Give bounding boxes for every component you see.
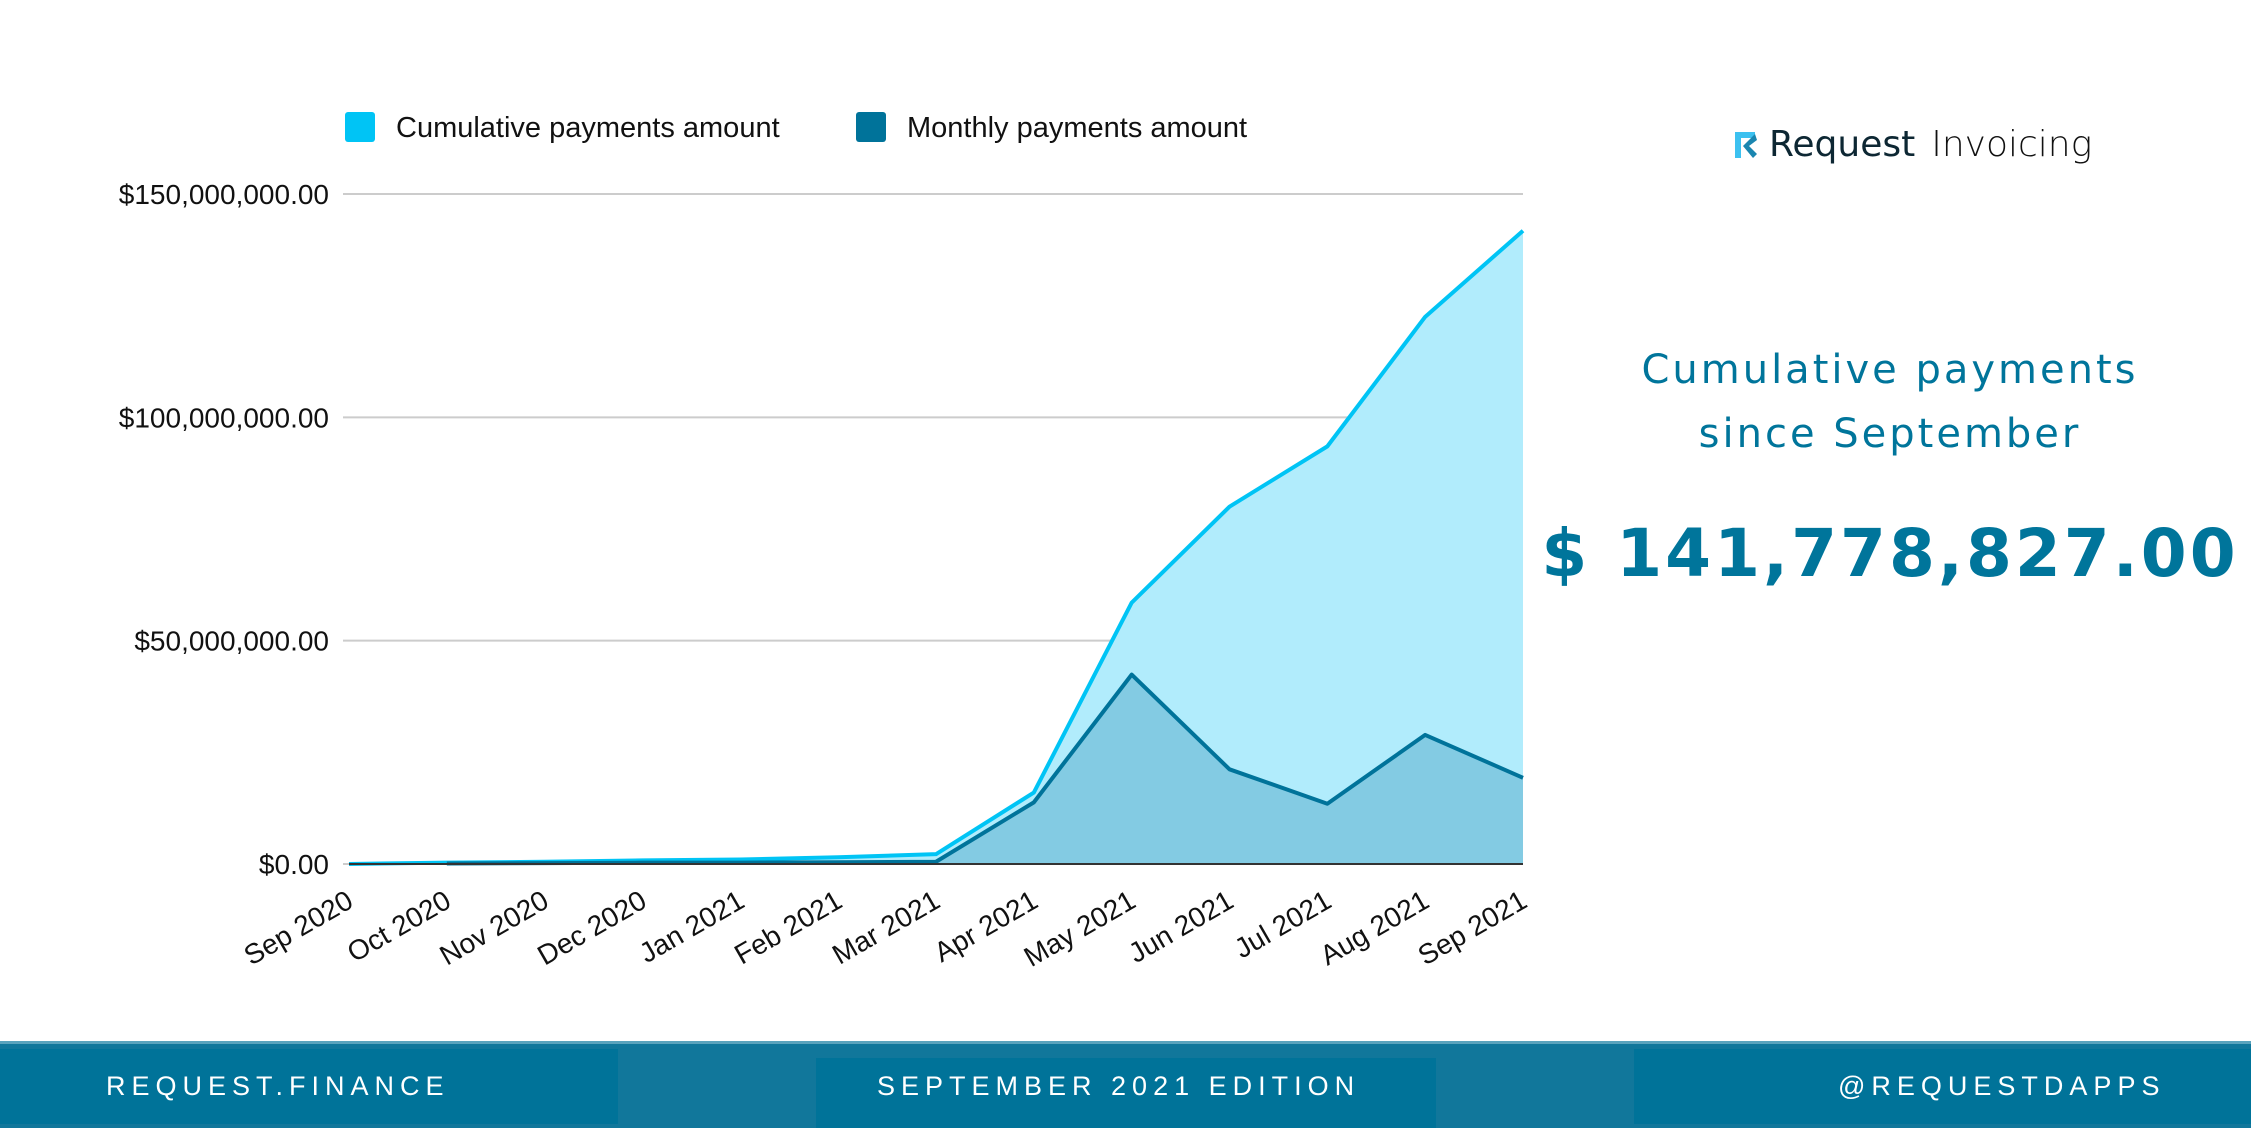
headline: Cumulative payments since September [1560,338,2220,466]
footer-panel [1634,1049,2251,1124]
headline-line1: Cumulative payments [1641,347,2139,393]
x-tick-label: Sep 2020 [239,884,358,971]
legend-label: Monthly payments amount [907,112,1247,144]
legend-swatch [345,112,375,142]
x-tick-label: Aug 2021 [1315,884,1434,971]
x-tick-label: May 2021 [1019,884,1141,972]
payments-chart: $0.00 $50,000,000.00 $100,000,000.00 $150,0… [119,112,1532,973]
x-tick-label: Sep 2021 [1413,884,1532,971]
x-tick-label: Nov 2020 [434,884,553,971]
logo-product: Invoicing [1931,124,2093,165]
y-tick-label: $100,000,000.00 [119,402,329,433]
x-tick-label: Mar 2021 [827,884,945,970]
footer-edition: SEPTEMBER 2021 EDITION [877,1071,1361,1101]
x-tick-label: Feb 2021 [729,884,847,970]
request-logo-icon [1735,131,1757,158]
y-tick-label: $0.00 [259,849,329,880]
headline-line2: since September [1698,411,2082,457]
cumulative-amount: $ 141,778,827.00 [1541,515,2239,592]
y-tick-label: $150,000,000.00 [119,179,329,210]
footer-website[interactable]: REQUEST.FINANCE [106,1071,450,1101]
footer-panel [0,1049,618,1124]
area-0 [349,230,1523,864]
area-1 [446,674,1523,864]
y-tick-label: $50,000,000.00 [134,626,329,657]
x-tick-label: Oct 2020 [342,884,456,968]
request-invoicing-logo: Request Invoicing [1733,124,2092,165]
logo-brand: Request [1769,124,1916,165]
series-line-1 [446,672,1524,866]
footer-panel [816,1058,1436,1128]
x-tick-label: Jan 2021 [634,884,749,968]
legend-swatch [856,112,886,142]
footer-handle[interactable]: @REQUESTDAPPS [1838,1071,2166,1101]
x-tick-label: Jun 2021 [1123,884,1238,968]
footer: REQUEST.FINANCE SEPTEMBER 2021 EDITION @… [0,1041,2251,1128]
x-tick-label: Dec 2020 [532,884,651,971]
legend-label: Cumulative payments amount [396,112,780,144]
